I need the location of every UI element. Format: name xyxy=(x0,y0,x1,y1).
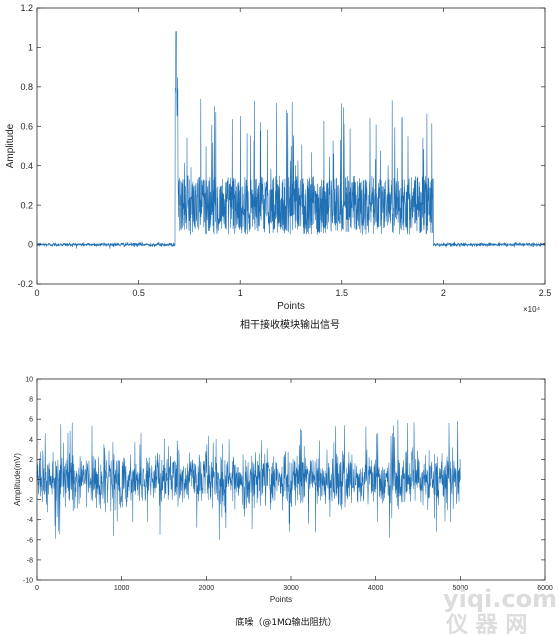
c2-y-tick-label: -10 xyxy=(23,577,33,584)
c2-x-tick-label: 3000 xyxy=(283,585,299,592)
c1-y-tick-label: 0.6 xyxy=(20,121,33,131)
chart-1-caption: 相干接收模块输出信号 xyxy=(240,318,340,331)
chart-1-x-ticks: 0 0.5 1 1.5 2 2.5 xyxy=(34,8,551,298)
c2-y-tick-label: 8 xyxy=(29,397,33,404)
c1-x-tick-label: 1 xyxy=(238,288,243,298)
c1-y-tick-label: 0.8 xyxy=(20,82,33,92)
chart-2-x-label: Points xyxy=(270,595,292,604)
chart-1-series-line xyxy=(36,31,546,249)
c2-y-tick-label: 6 xyxy=(29,417,33,424)
c1-y-tick-label: 0.4 xyxy=(20,161,33,171)
c2-x-tick-label: 0 xyxy=(35,585,39,592)
chart-1-series xyxy=(36,31,546,249)
watermark-line-2: 仪 器 网 xyxy=(445,613,527,635)
c2-y-tick-label: 4 xyxy=(29,437,33,444)
chart-1-x-exponent: ×10⁴ xyxy=(523,305,541,314)
c1-y-tick-label: 1 xyxy=(28,43,33,53)
c2-y-tick-label: 2 xyxy=(29,457,33,464)
c2-y-tick-label: -6 xyxy=(27,537,33,544)
c1-x-tick-label: 2 xyxy=(441,288,446,298)
chart-1-y-ticks: -0.2 0 0.2 0.4 0.6 0.8 1 1.2 xyxy=(17,3,545,289)
c1-x-tick-label: 0 xyxy=(34,288,39,298)
c1-x-tick-label: 2.5 xyxy=(539,288,552,298)
c2-x-tick-label: 5000 xyxy=(453,585,469,592)
c1-y-tick-label: 0 xyxy=(28,240,33,250)
c1-x-tick-label: 0.5 xyxy=(132,288,145,298)
chart-1: 0 0.5 1 1.5 2 2.5 -0.200.20.40.60.811.2 Point… xyxy=(5,3,551,331)
c1-y-tick-label: -0.2 xyxy=(17,279,33,289)
c2-x-tick-label: 4000 xyxy=(368,585,384,592)
watermark: yiqi.com 仪 器 网 xyxy=(443,585,557,635)
chart-1-x-label: Points xyxy=(277,301,305,312)
c2-x-tick-label: 1000 xyxy=(114,585,130,592)
chart-1-plot-area xyxy=(37,8,545,284)
c2-y-tick-label: -4 xyxy=(27,517,33,524)
c2-y-tick-label: -8 xyxy=(27,557,33,564)
chart-2-y-ticks: -10 -8 -6 -4 -2 0 2 4 6 8 10 xyxy=(23,376,545,584)
c1-y-tick-label: 0.2 xyxy=(20,200,33,210)
chart-1-y-label: Amplitude xyxy=(5,123,16,168)
c2-y-tick-label: 0 xyxy=(29,477,33,484)
c2-y-tick-label: 10 xyxy=(25,376,33,383)
chart-2-x-ticks: 0 1000 2000 3000 4000 5000 6000 xyxy=(35,379,553,592)
chart-2-y-label: Amplitude(mV) xyxy=(13,453,22,506)
chart-1-axes xyxy=(36,7,546,285)
c1-y-tick-label: 1.2 xyxy=(20,3,33,13)
watermark-line-1: yiqi.com xyxy=(443,585,557,613)
c2-x-tick-label: 2000 xyxy=(199,585,215,592)
chart-2-series xyxy=(36,419,461,540)
chart-2-plot-area xyxy=(37,379,545,580)
chart-2-caption: 底噪（@1MΩ输出阻抗） xyxy=(235,616,336,628)
c1-frame xyxy=(36,7,546,285)
chart-2: 0 1000 2000 3000 4000 5000 6000 -10 -8 -6 -4 -2 0 2 4… xyxy=(13,376,553,628)
chart-2-series-line xyxy=(36,419,461,540)
c2-x-tick-label: 6000 xyxy=(537,585,553,592)
c2-y-tick-label: -2 xyxy=(27,497,33,504)
c1-x-tick-label: 1.5 xyxy=(336,288,349,298)
